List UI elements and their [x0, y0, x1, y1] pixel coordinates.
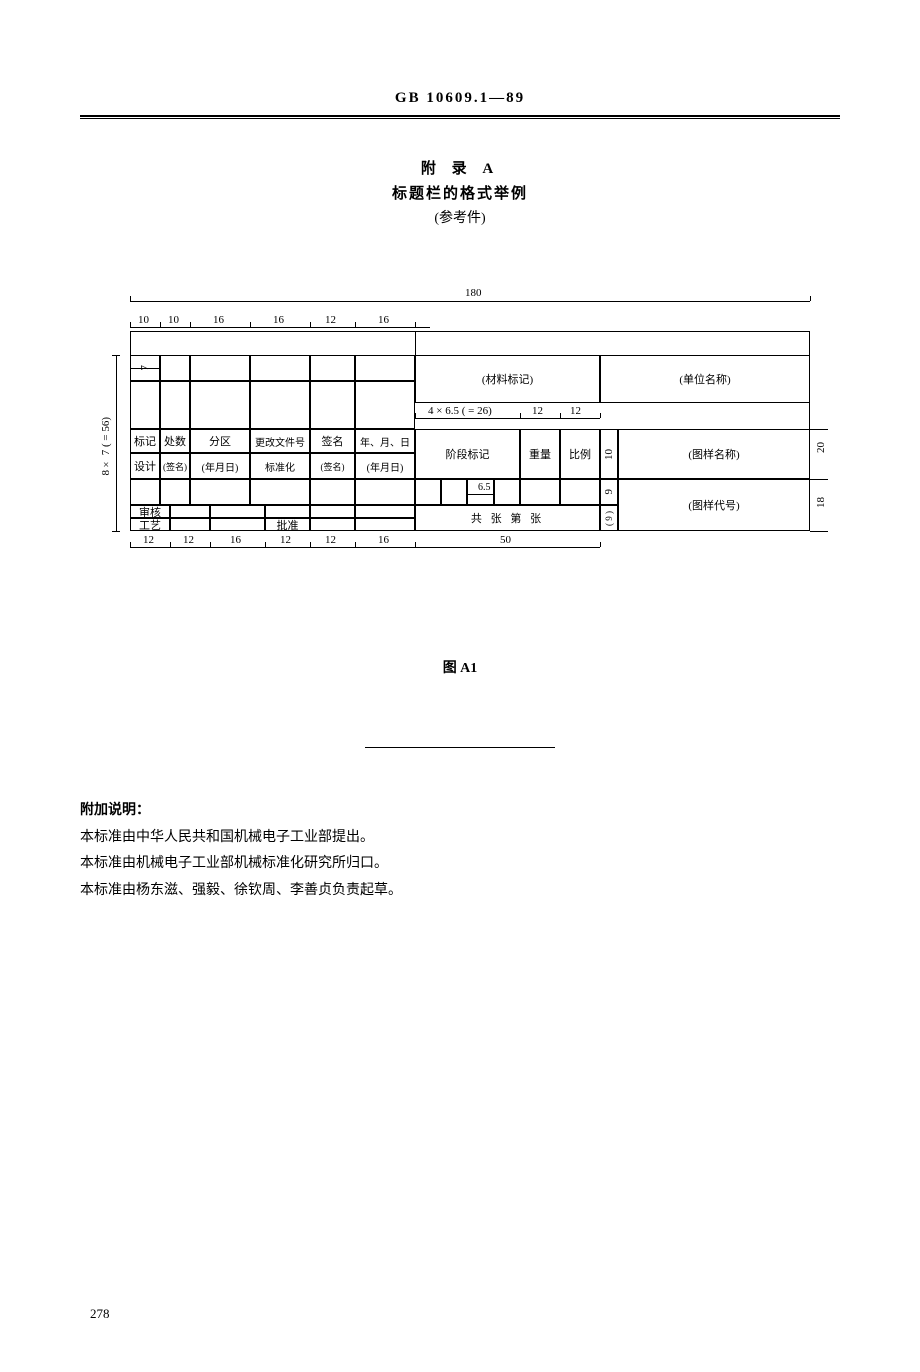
rev-r1-c3: [190, 355, 250, 381]
rev-r2-c2: [160, 381, 190, 429]
header-rule: [80, 115, 840, 119]
hdr-count: 处数: [160, 429, 190, 453]
rev-r2-c4: [250, 381, 310, 429]
row-blank-c5: [310, 479, 355, 505]
stage-s4: [494, 479, 520, 505]
dim-top-3: 16: [273, 314, 284, 326]
dim-right-20: 20: [815, 442, 827, 453]
additional-notes: 附加说明： 本标准由中华人民共和国机械电子工业部提出。 本标准由机械电子工业部机…: [80, 798, 840, 904]
rev-r2-c5: [310, 381, 355, 429]
vstrip-9: 9: [600, 479, 618, 505]
title-block-diagram: 180 10 10 16 16 12 16 7: [90, 287, 830, 587]
notes-head: 附加说明：: [80, 798, 840, 825]
row-std-sign: (签名): [310, 453, 355, 479]
dim-right-18: 18: [815, 497, 827, 508]
dim-bot-4: 12: [325, 534, 336, 546]
rev-r1-c4: [250, 355, 310, 381]
scale: 比例: [560, 429, 600, 479]
section-divider: [365, 747, 555, 748]
row-process: 工艺: [130, 518, 170, 531]
weight: 重量: [520, 429, 560, 479]
dim-mid-a: 12: [532, 405, 543, 417]
sheet-count: 共 张 第 张: [415, 505, 600, 531]
row-design: 设计: [130, 453, 160, 479]
rev-r1-c2: [160, 355, 190, 381]
dim-mid-b: 12: [570, 405, 581, 417]
row-review-b: [170, 505, 210, 518]
row-review-c: [210, 505, 265, 518]
row-process-c: [210, 518, 265, 531]
dim-bot-2: 16: [230, 534, 241, 546]
dim-6-5: 6.5: [478, 482, 491, 493]
row-approve-c: [355, 518, 415, 531]
dim-bot-6: 50: [500, 534, 511, 546]
page-number: 278: [90, 1306, 110, 1322]
stage-mark: 阶段标记: [415, 429, 520, 479]
rev-r1-c5: [310, 355, 355, 381]
appendix-title: 附 录 A 标题栏的格式举例 (参考件): [80, 157, 840, 227]
appendix-line2: 标题栏的格式举例: [80, 182, 840, 203]
stage-s1: [415, 479, 441, 505]
row-review-f: [355, 505, 415, 518]
dim-180: 180: [465, 287, 482, 299]
scale-val: [560, 479, 600, 505]
notes-line-2: 本标准由杨东滋、强毅、徐钦周、李善贞负责起草。: [80, 878, 840, 905]
dim-top-4: 12: [325, 314, 336, 326]
row-blank-c4: [250, 479, 310, 505]
row-blank-c2: [160, 479, 190, 505]
row-approve: 批准: [265, 518, 310, 531]
material-mark: (材料标记): [415, 355, 600, 403]
dim-top-2: 16: [213, 314, 224, 326]
row-design-ymd: (年月日): [190, 453, 250, 479]
dim-top-5: 16: [378, 314, 389, 326]
vstrip-9p: ( 9 ): [600, 505, 618, 531]
appendix-line3: (参考件): [80, 207, 840, 227]
row-standardize: 标准化: [250, 453, 310, 479]
row-blank-c3: [190, 479, 250, 505]
rev-r1-c6: [355, 355, 415, 381]
hdr-change: 更改文件号: [250, 429, 310, 453]
figure-caption: 图 A1: [80, 657, 840, 677]
standard-code: GB 10609.1—89: [80, 90, 840, 115]
notes-line-1: 本标准由机械电子工业部机械标准化研究所归口。: [80, 851, 840, 878]
rev-r2-c3: [190, 381, 250, 429]
hdr-mark: 标记: [130, 429, 160, 453]
row-design-sign: (签名): [160, 453, 190, 479]
stage-s2: [441, 479, 467, 505]
row-approve-b: [310, 518, 355, 531]
rev-r2-c1: [130, 381, 160, 429]
weight-val: [520, 479, 560, 505]
unit-name: (单位名称): [600, 355, 810, 403]
row-std-ymd: (年月日): [355, 453, 415, 479]
dim-bot-0: 12: [143, 534, 154, 546]
drawing-name: (图样名称): [618, 429, 810, 479]
hdr-ymd: 年、月、日: [355, 429, 415, 453]
vstrip-10: 10: [600, 429, 618, 479]
row-blank-c6: [355, 479, 415, 505]
rev-r2-c6: [355, 381, 415, 429]
hdr-zone: 分区: [190, 429, 250, 453]
drawing-code: (图样代号): [618, 479, 810, 531]
dim-bot-3: 12: [280, 534, 291, 546]
dim-bot-1: 12: [183, 534, 194, 546]
row-process-b: [170, 518, 210, 531]
dim-top-1: 10: [168, 314, 179, 326]
row-blank-c1: [130, 479, 160, 505]
notes-line-0: 本标准由中华人民共和国机械电子工业部提出。: [80, 825, 840, 852]
dim-mid-formula: 4 × 6.5 ( = 26): [428, 405, 492, 417]
dim-top-0: 10: [138, 314, 149, 326]
appendix-line1: 附 录 A: [80, 157, 840, 178]
row-review-e: [310, 505, 355, 518]
dim-left-formula: 8× 7 ( = 56): [100, 417, 112, 476]
dim-bot-5: 16: [378, 534, 389, 546]
hdr-sign: 签名: [310, 429, 355, 453]
